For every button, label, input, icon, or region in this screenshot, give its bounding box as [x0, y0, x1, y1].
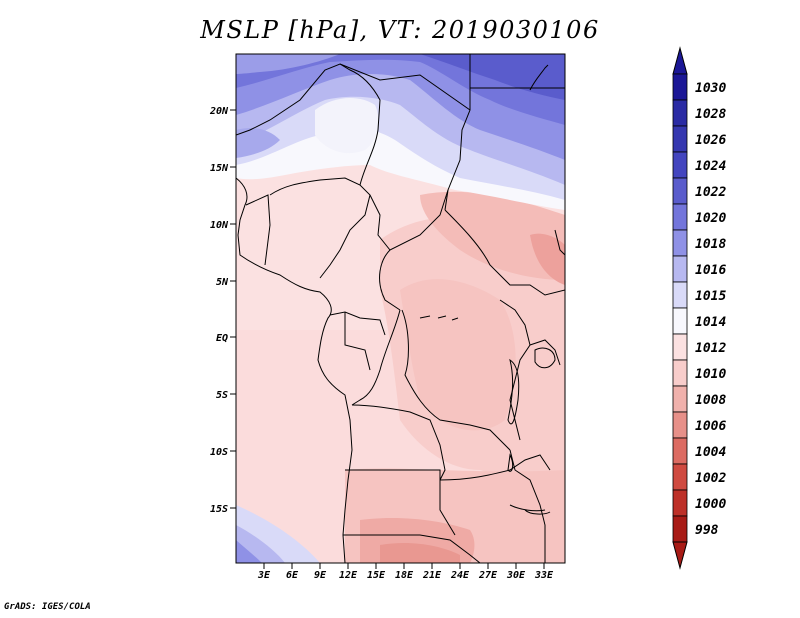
lat-tick-5n: 5N: [216, 277, 236, 288]
colorbar-label: 998: [695, 523, 719, 538]
colorbar-label: 1004: [695, 445, 726, 460]
colorbar-segment: [672, 73, 688, 101]
lon-tick-15e: 15E: [367, 563, 386, 581]
lat-tick-20n: 20N: [209, 106, 236, 117]
svg-text:18E: 18E: [395, 570, 414, 581]
map-frame: [235, 53, 566, 564]
lat-tick-15s: 15S: [210, 504, 236, 515]
colorbar-segment: [672, 489, 688, 517]
lon-tick-12e: 12E: [339, 563, 358, 581]
colorbar-label: 1020: [695, 211, 726, 226]
svg-text:10N: 10N: [210, 220, 229, 231]
lon-tick-6e: 6E: [286, 563, 299, 581]
colorbar-segment: [672, 307, 688, 335]
svg-text:3E: 3E: [257, 570, 271, 581]
svg-text:15S: 15S: [210, 504, 228, 515]
svg-text:27E: 27E: [478, 570, 498, 581]
lakes: [419, 64, 556, 515]
colorbar-label: 1016: [695, 263, 726, 278]
lon-tick-3e: 3E: [257, 563, 271, 581]
lon-tick-9e: 9E: [314, 563, 327, 581]
lon-tick-18e: 18E: [395, 563, 414, 581]
colorbar-label: 1006: [695, 419, 726, 434]
colorbar-segment: [672, 203, 688, 231]
colorbar-label: 1026: [695, 133, 726, 148]
colorbar-top-arrow: [672, 46, 688, 75]
colorbar-segment: [672, 385, 688, 413]
colorbar-label: 1030: [695, 81, 726, 96]
lon-tick-24e: 24E: [450, 563, 470, 581]
lat-tick-10s: 10S: [210, 447, 236, 458]
colorbar-label: 1000: [695, 497, 726, 512]
svg-text:5S: 5S: [216, 390, 228, 401]
colorbar-label: 1028: [695, 107, 726, 122]
colorbar-segment: [672, 437, 688, 465]
colorbar-label: 1002: [695, 471, 726, 486]
svg-text:9E: 9E: [314, 570, 327, 581]
svg-text:EQ: EQ: [216, 333, 228, 344]
colorbar-label: 1008: [695, 393, 726, 408]
colorbar-segment: [672, 99, 688, 127]
country-borders: [236, 54, 565, 563]
lon-tick-33e: 33E: [534, 563, 554, 581]
colorbar-label: 1022: [695, 185, 726, 200]
lat-tick-15n: 15N: [210, 163, 236, 174]
grads-credit: GrADS: IGES/COLA: [4, 602, 91, 612]
colorbar-segment: [672, 359, 688, 387]
colorbar-segment: [672, 411, 688, 439]
svg-text:15N: 15N: [210, 163, 229, 174]
colorbar-segment: [672, 281, 688, 309]
colorbar-segment: [672, 151, 688, 179]
lat-tick-eq: EQ: [216, 333, 236, 344]
svg-text:5N: 5N: [216, 277, 229, 288]
map-title: MSLP [hPa], VT: 2019030106: [200, 16, 600, 44]
svg-text:20N: 20N: [209, 106, 229, 117]
svg-text:15E: 15E: [367, 570, 386, 581]
lat-tick-10n: 10N: [210, 220, 236, 231]
colorbar-segment: [672, 255, 688, 283]
colorbar-segment: [672, 515, 688, 543]
colorbar: 1030 1028 1026 1024 1022 1020 1018 1016 1015 1014…: [672, 46, 726, 570]
svg-text:12E: 12E: [339, 570, 358, 581]
colorbar-label: 1010: [695, 367, 726, 382]
colorbar-label: 1014: [695, 315, 726, 330]
colorbar-segment: [672, 463, 688, 491]
svg-text:24E: 24E: [450, 570, 470, 581]
lon-tick-27e: 27E: [478, 563, 498, 581]
pressure-field: [236, 54, 565, 563]
colorbar-segment: [672, 125, 688, 153]
colorbar-label: 1012: [695, 341, 726, 356]
svg-text:10S: 10S: [210, 447, 228, 458]
lon-tick-21e: 21E: [422, 563, 442, 581]
colorbar-segment: [672, 229, 688, 257]
lon-axis: 3E 6E 9E 12E 15E 18E 21E 24E 27E 30E 33E: [257, 563, 554, 581]
colorbar-label: 1018: [695, 237, 726, 252]
colorbar-label: 1015: [695, 289, 726, 304]
svg-text:33E: 33E: [534, 570, 554, 581]
colorbar-bottom-arrow: [672, 541, 688, 570]
lat-axis: 20N 15N 10N 5N EQ 5S 10S 15S: [209, 106, 236, 515]
lon-tick-30e: 30E: [506, 563, 526, 581]
colorbar-segment: [672, 177, 688, 205]
lat-tick-5s: 5S: [216, 390, 236, 401]
colorbar-segment: [672, 333, 688, 361]
svg-text:21E: 21E: [422, 570, 442, 581]
colorbar-label: 1024: [695, 159, 726, 174]
svg-text:6E: 6E: [286, 570, 299, 581]
svg-text:30E: 30E: [506, 570, 526, 581]
